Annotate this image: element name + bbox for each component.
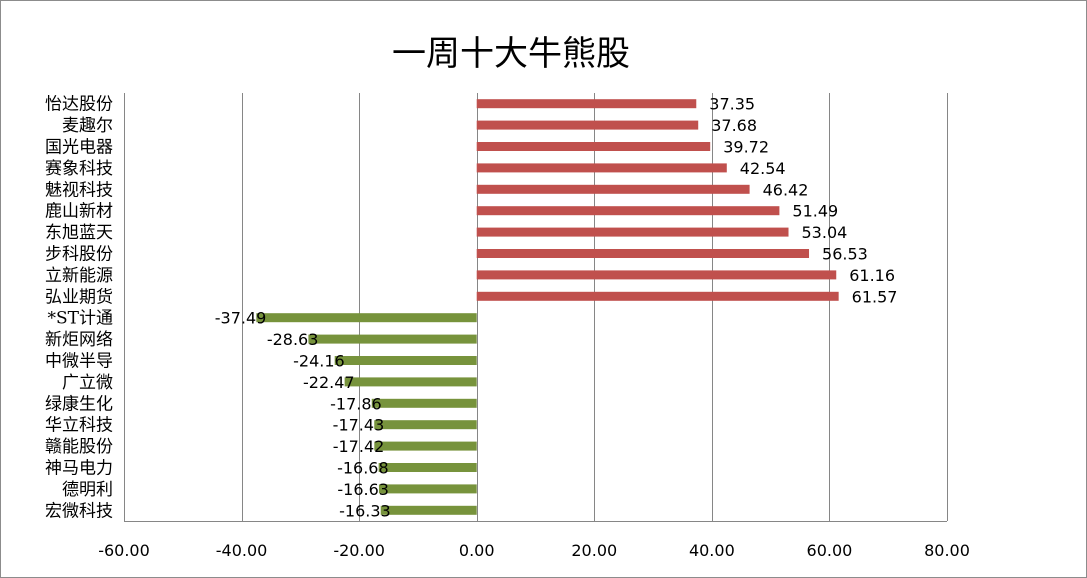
category-label: 神马电力: [45, 459, 113, 479]
data-label: 42.54: [740, 159, 786, 178]
data-label: -16.33: [339, 501, 391, 520]
data-label: -24.16: [293, 352, 345, 371]
bar: [371, 398, 477, 408]
bar: [476, 227, 789, 237]
category-label: 华立科技: [45, 416, 113, 436]
category-label: 麦趣尔: [62, 116, 113, 136]
category-label: 国光电器: [45, 138, 113, 158]
bar: [476, 163, 727, 173]
data-label: -28.63: [267, 330, 319, 349]
data-label: -17.86: [330, 394, 382, 413]
data-label: -22.47: [303, 373, 355, 392]
category-label: 步科股份: [45, 245, 113, 265]
data-label: 39.72: [723, 138, 769, 157]
category-label: 赛象科技: [45, 158, 113, 179]
category-label: 魅视科技: [45, 180, 113, 200]
x-tick-label: 80.00: [924, 541, 970, 560]
x-tick-label: 60.00: [807, 541, 853, 560]
category-label: *ST计通: [48, 309, 114, 329]
category-labels: 怡达股份麦趣尔国光电器赛象科技魅视科技鹿山新材东旭蓝天步科股份立新能源弘业期货*…: [45, 95, 113, 522]
bar: [374, 420, 477, 430]
category-label: 赣能股份: [45, 437, 113, 457]
bar: [334, 356, 477, 365]
category-label: 德明利: [62, 480, 113, 500]
bar: [308, 334, 477, 344]
bar: [256, 313, 477, 323]
data-label: -37.49: [215, 309, 267, 328]
x-tick-label: -60.00: [98, 541, 150, 560]
data-label: -16.68: [337, 459, 389, 478]
category-label: 广立微: [62, 373, 113, 393]
bar: [378, 484, 477, 494]
data-label: -17.42: [333, 437, 385, 456]
category-label: 中微半导: [45, 352, 113, 372]
x-tick-labels: -60.00 -40.00 -20.00 0.00 20.00 40.00 60.00 80.…: [98, 541, 970, 560]
bar: [476, 291, 839, 301]
category-label: 弘业期货: [45, 287, 113, 307]
x-tick-label: 20.00: [571, 541, 617, 560]
bar: [476, 120, 699, 130]
data-label: 53.04: [802, 223, 848, 242]
grid-lines: [242, 93, 948, 521]
data-label: 51.49: [792, 202, 838, 221]
bar: [476, 249, 810, 258]
bars: [256, 99, 839, 515]
data-label: 46.42: [763, 180, 809, 199]
category-label: 鹿山新材: [45, 202, 113, 222]
data-labels: 37.35 37.68 39.72 42.54 46.42 51.49 53.04 56.53…: [215, 95, 898, 521]
bar: [476, 142, 711, 151]
category-label: 宏微科技: [45, 501, 113, 521]
bar: [476, 99, 697, 109]
category-label: 东旭蓝天: [45, 223, 113, 243]
chart-title: 一周十大牛熊股: [392, 34, 630, 74]
bar: [476, 206, 780, 216]
data-label: 61.57: [852, 287, 898, 306]
data-label: -16.63: [337, 480, 389, 499]
x-tick-label: 40.00: [689, 541, 735, 560]
bar: [378, 463, 477, 472]
bar: [344, 377, 477, 387]
x-tick-label: -40.00: [216, 541, 268, 560]
bar: [380, 505, 477, 515]
bar: [476, 184, 750, 194]
axes: [124, 93, 947, 522]
category-label: 绿康生化: [45, 394, 113, 414]
data-label: 56.53: [822, 245, 868, 264]
category-label: 新炬网络: [45, 330, 113, 350]
x-tick-label: 0.00: [459, 541, 495, 560]
bar: [374, 441, 477, 451]
data-label: -17.43: [333, 416, 385, 435]
category-label: 怡达股份: [45, 95, 113, 115]
data-label: 61.16: [849, 266, 895, 285]
data-label: 37.35: [709, 95, 755, 114]
x-tick-label: -20.00: [333, 541, 385, 560]
category-label: 立新能源: [45, 266, 113, 286]
data-label: 37.68: [711, 116, 757, 135]
bar: [476, 270, 837, 280]
